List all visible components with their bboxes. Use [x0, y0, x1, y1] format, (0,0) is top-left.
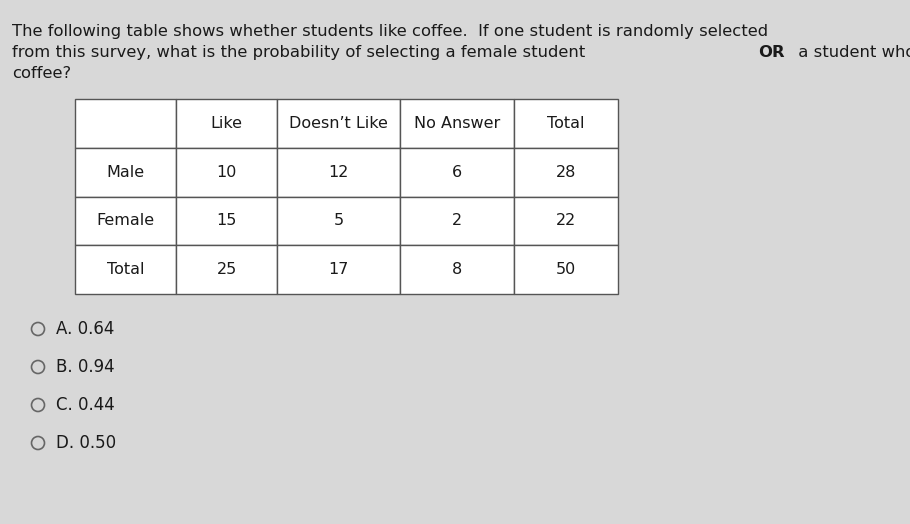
Text: from this survey, what is the probability of selecting a female student: from this survey, what is the probabilit…	[12, 45, 591, 60]
Bar	[176, 196, 277, 245]
Text: 10: 10	[217, 165, 237, 180]
Text: C. 0.44: C. 0.44	[56, 396, 115, 414]
Text: Total: Total	[106, 262, 145, 277]
Text: 25: 25	[217, 262, 237, 277]
Bar	[176, 99, 277, 148]
Text: The following table shows whether students like coffee.  If one student is rando: The following table shows whether studen…	[12, 24, 768, 39]
Bar	[75, 99, 176, 148]
Bar	[400, 196, 514, 245]
Text: Total: Total	[548, 116, 585, 131]
Bar	[400, 99, 514, 148]
Text: 22: 22	[556, 213, 576, 228]
Bar	[400, 148, 514, 196]
Text: 8: 8	[452, 262, 462, 277]
Text: OR: OR	[758, 45, 785, 60]
Text: Male: Male	[106, 165, 145, 180]
Bar	[277, 99, 400, 148]
Bar	[75, 148, 176, 196]
Text: Female: Female	[96, 213, 155, 228]
Text: 28: 28	[556, 165, 576, 180]
Text: 12: 12	[329, 165, 349, 180]
Bar	[277, 148, 400, 196]
Bar	[277, 196, 400, 245]
Text: No Answer: No Answer	[414, 116, 501, 131]
Text: B. 0.94: B. 0.94	[56, 358, 115, 376]
Text: a student who likes: a student who likes	[793, 45, 910, 60]
Bar	[75, 196, 176, 245]
Text: Doesn’t Like: Doesn’t Like	[289, 116, 388, 131]
Text: 50: 50	[556, 262, 576, 277]
Bar	[75, 245, 176, 294]
Text: 17: 17	[329, 262, 349, 277]
Text: D. 0.50: D. 0.50	[56, 434, 116, 452]
Text: coffee?: coffee?	[12, 66, 71, 81]
Text: A. 0.64: A. 0.64	[56, 320, 115, 338]
Bar	[400, 245, 514, 294]
Bar	[277, 245, 400, 294]
Text: 6: 6	[452, 165, 462, 180]
Bar	[176, 148, 277, 196]
Bar	[514, 148, 618, 196]
Bar	[176, 245, 277, 294]
Bar	[514, 99, 618, 148]
Text: 5: 5	[334, 213, 344, 228]
Bar	[514, 245, 618, 294]
Text: 2: 2	[452, 213, 462, 228]
Text: 15: 15	[217, 213, 237, 228]
Text: Like: Like	[210, 116, 243, 131]
Bar	[514, 196, 618, 245]
